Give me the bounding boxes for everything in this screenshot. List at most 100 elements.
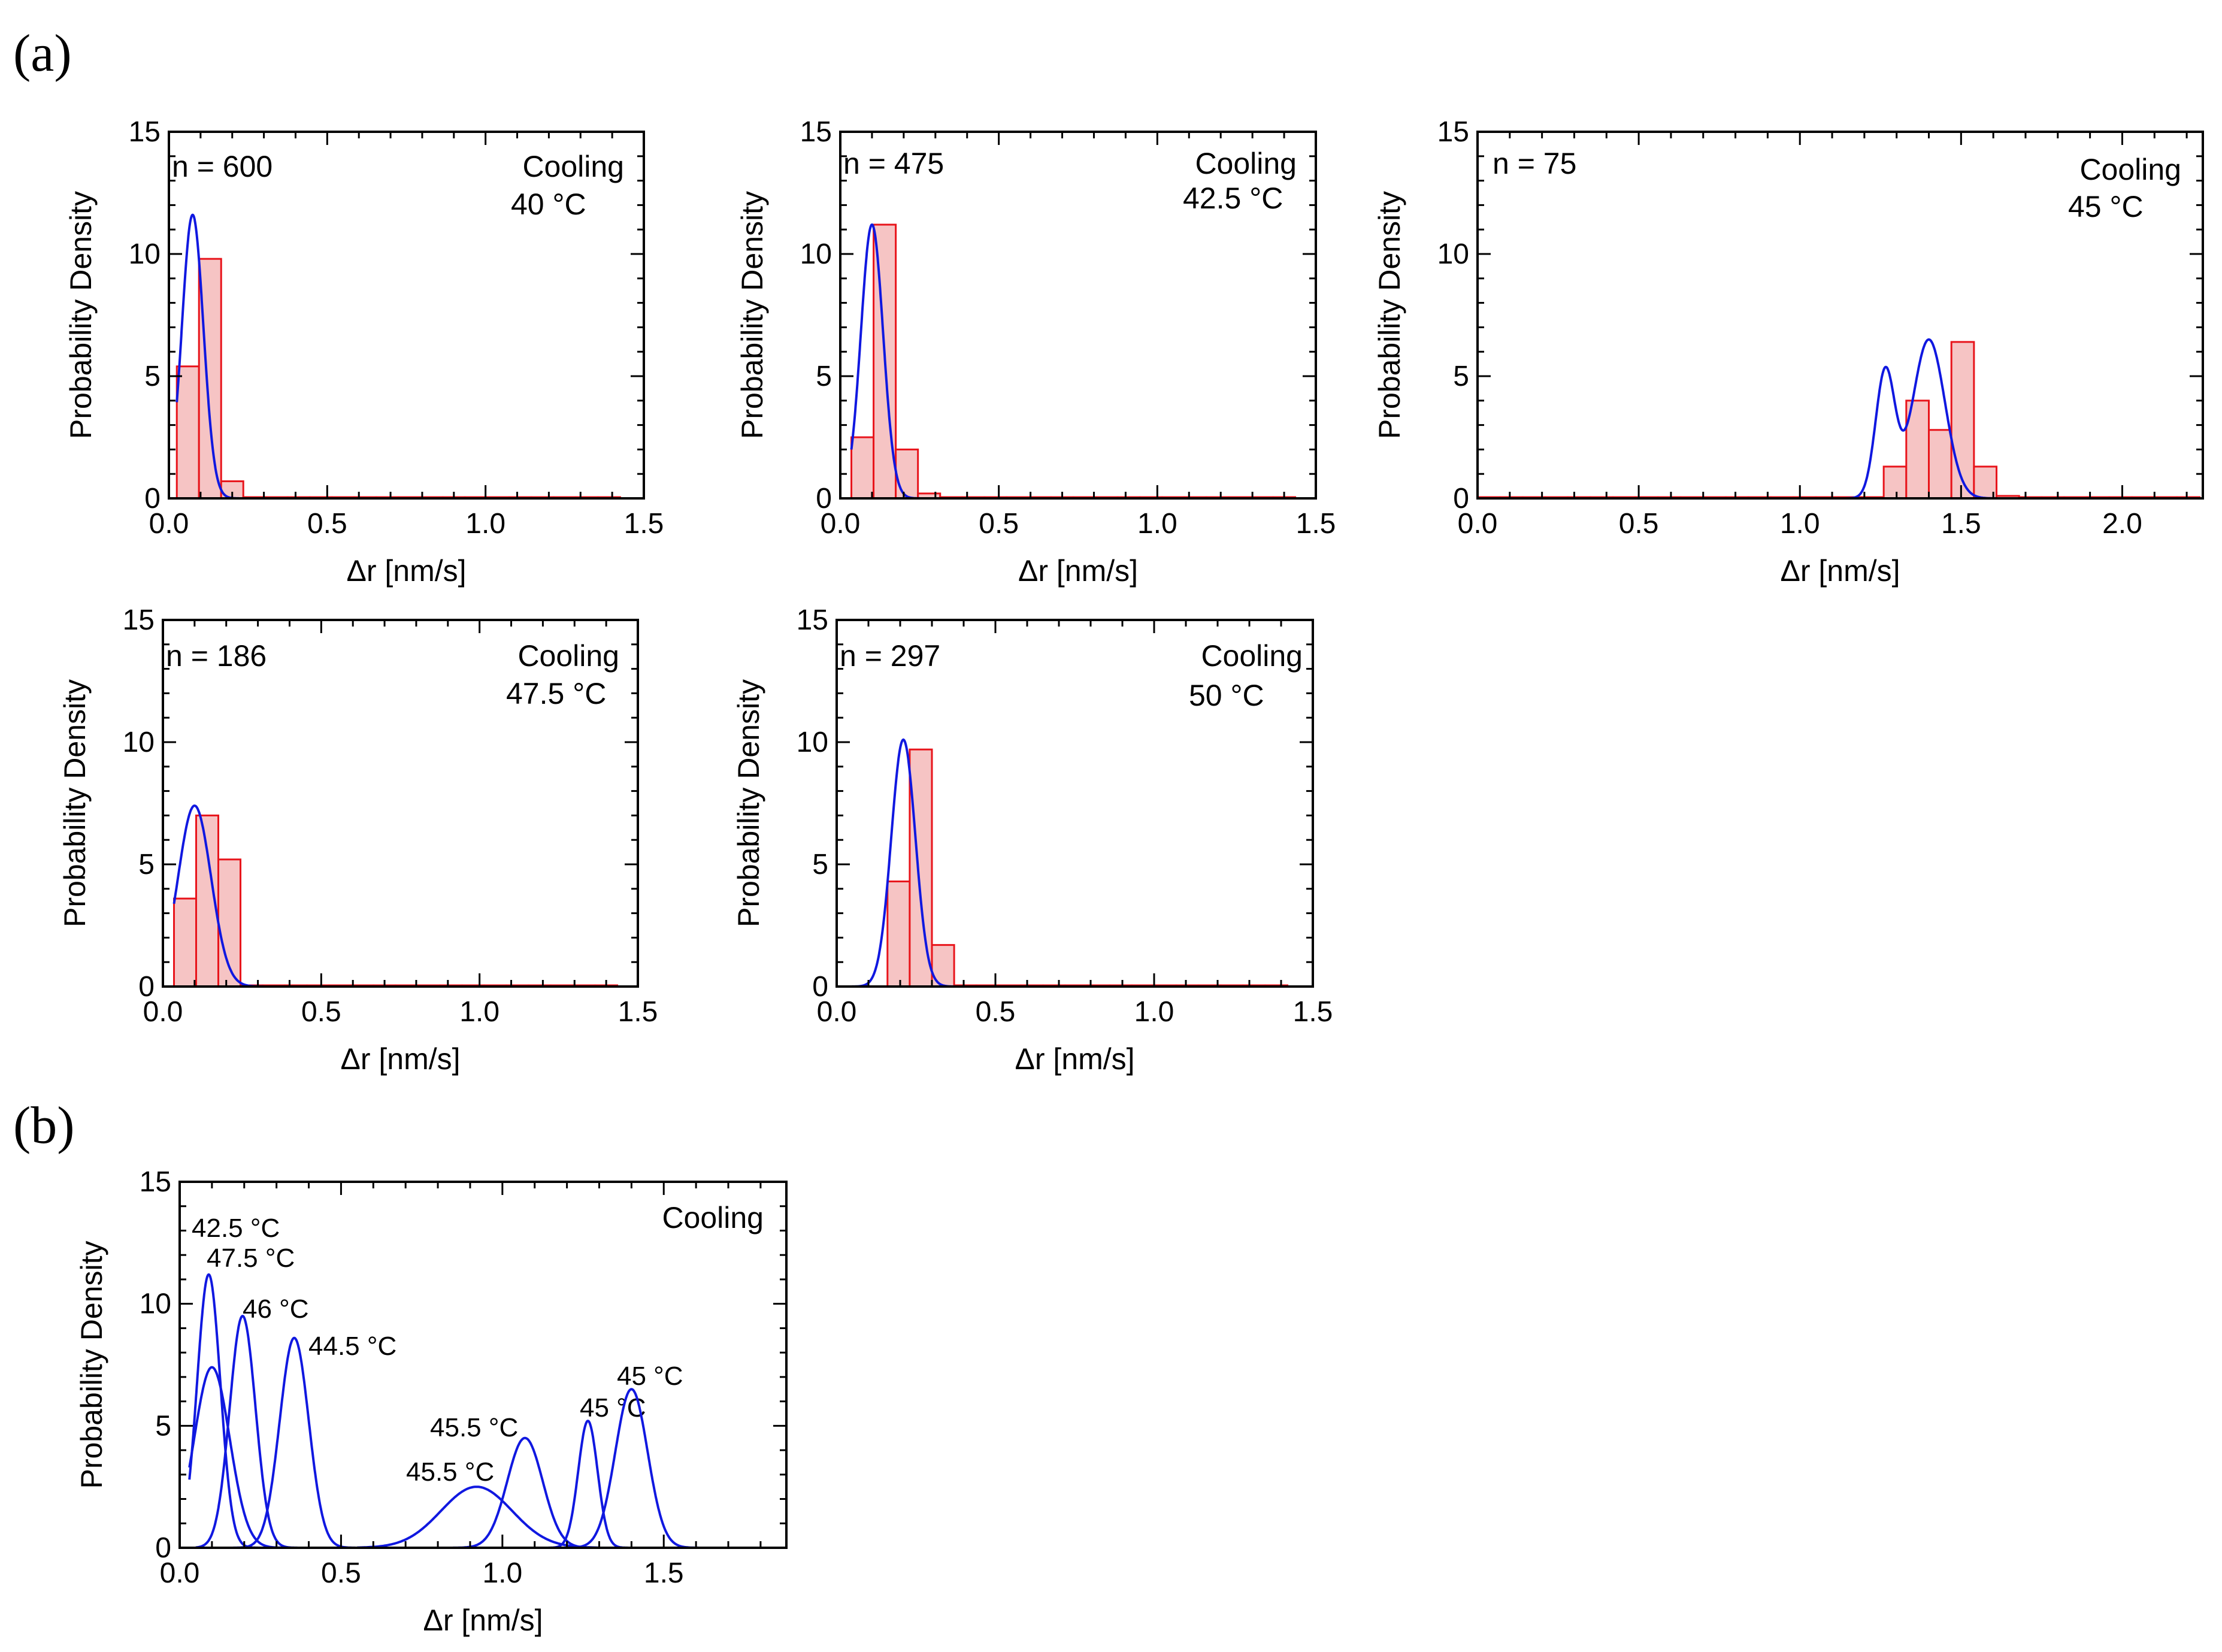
y-axis-label: Probability Density — [732, 679, 765, 927]
y-tick-label: 0 — [138, 971, 155, 1003]
sample-count-label: n = 75 — [1493, 147, 1576, 180]
histogram-bar — [909, 748, 933, 988]
y-axis-label: Probability Density — [1373, 191, 1406, 439]
series-curve — [534, 1420, 648, 1549]
y-tick-label: 0 — [812, 971, 828, 1003]
series-curve — [228, 1336, 361, 1549]
panel-b-label: (b) — [13, 1097, 75, 1155]
mode-label: Cooling — [1195, 147, 1297, 180]
y-tick-label: 0 — [144, 483, 161, 515]
chart-b: 42.5 °C47.5 °C 46 °C 44.5 °C 45.5 °C 45.5 °C… — [75, 1166, 788, 1637]
temperature-label: 45 °C — [2068, 190, 2144, 223]
series-label: 42.5 °C — [192, 1214, 280, 1243]
y-axis-label: Probability Density — [64, 191, 98, 439]
chart-a3: 0 5 10 15 0.0 0.5 1.0 1.5 2.0 Δr [nm/s] Probabilit… — [1373, 116, 2204, 588]
plot-frame — [168, 131, 645, 500]
x-tick-label: 1.5 — [624, 508, 664, 540]
temperature-label: 47.5 °C — [506, 677, 606, 710]
panel-a-label: (a) — [13, 25, 72, 83]
mode-label: Cooling — [1201, 639, 1303, 673]
histogram-bar — [850, 436, 875, 500]
y-tick-label: 10 — [800, 238, 832, 270]
x-tick-label: 0.0 — [143, 996, 183, 1028]
x-tick-label: 0.0 — [1458, 508, 1498, 540]
histogram-bar — [886, 881, 911, 988]
series-label: 45 °C — [617, 1361, 683, 1391]
y-tick-label: 15 — [800, 116, 832, 148]
sample-count-label: n = 475 — [843, 147, 944, 180]
x-tick-label: 1.5 — [1293, 996, 1333, 1028]
x-tick-label: 0.5 — [1619, 508, 1659, 540]
histogram-bar — [1882, 465, 1908, 500]
y-axis-label: Probability Density — [58, 679, 92, 927]
x-tick-label: 2.0 — [2102, 508, 2142, 540]
temperature-label: 50 °C — [1189, 679, 1264, 712]
series-label: 45.5 °C — [430, 1413, 518, 1442]
x-tick-label: 0.5 — [321, 1557, 361, 1589]
x-tick-label: 0.0 — [149, 508, 189, 540]
x-tick-label: 0.5 — [307, 508, 347, 540]
plot-frame — [162, 619, 639, 988]
x-axis-label: Δr [nm/s] — [1018, 554, 1138, 588]
plot-frame — [1476, 131, 2204, 500]
x-tick-label: 1.5 — [1296, 508, 1336, 540]
y-tick-label: 5 — [155, 1410, 171, 1442]
x-tick-label: 1.0 — [459, 996, 500, 1028]
x-tick-label: 1.5 — [1941, 508, 1981, 540]
plot-frame — [839, 131, 1317, 500]
y-tick-label: 15 — [797, 604, 828, 636]
temperature-label: 42.5 °C — [1183, 181, 1283, 215]
y-tick-label: 15 — [129, 116, 161, 148]
series-label: 45 °C — [580, 1393, 646, 1423]
y-tick-label: 10 — [140, 1288, 171, 1320]
y-tick-label: 5 — [816, 361, 832, 392]
y-tick-label: 15 — [123, 604, 155, 636]
histogram-bar — [175, 365, 200, 500]
y-tick-label: 5 — [138, 849, 155, 881]
x-axis-label: Δr [nm/s] — [1015, 1042, 1134, 1076]
y-tick-label: 10 — [1437, 238, 1469, 270]
x-axis-label: Δr [nm/s] — [340, 1042, 460, 1076]
plot-frame — [835, 619, 1314, 988]
series-label: 45.5 °C — [406, 1457, 494, 1487]
temperature-label: 40 °C — [511, 187, 586, 221]
x-tick-label: 1.0 — [1137, 508, 1177, 540]
x-tick-label: 0.0 — [160, 1557, 200, 1589]
series-label: 47.5 °C — [207, 1243, 295, 1273]
y-tick-label: 5 — [812, 849, 828, 881]
chart-a4: 0 5 10 15 0.0 0.5 1.0 1.5 Δr [nm/s] Probability D… — [58, 604, 658, 1076]
x-tick-label: 0.5 — [979, 508, 1019, 540]
series-label: 46 °C — [243, 1294, 309, 1324]
mode-label: Cooling — [662, 1201, 764, 1235]
y-tick-label: 0 — [1453, 483, 1469, 515]
x-tick-label: 1.0 — [482, 1557, 522, 1589]
y-tick-label: 15 — [1437, 116, 1469, 148]
chart-a1: 0 5 10 15 0.0 0.5 1.0 1.5 Δr [nm/s] Probability D… — [64, 116, 664, 588]
x-tick-label: 0.5 — [976, 996, 1016, 1028]
chart-a2: 0 5 10 15 0.0 0.5 1.0 1.5 Δr [nm/s] Probability D… — [735, 116, 1336, 588]
x-tick-label: 0.5 — [301, 996, 341, 1028]
series-label: 44.5 °C — [308, 1332, 396, 1361]
y-tick-label: 10 — [123, 727, 155, 758]
gaussian-fit-curve — [1832, 338, 2000, 500]
histogram-bar — [173, 897, 198, 988]
histogram-bar — [895, 448, 919, 500]
mode-label: Cooling — [2079, 153, 2181, 186]
y-axis-label: Probability Density — [75, 1240, 108, 1488]
x-axis-label: Δr [nm/s] — [423, 1603, 543, 1637]
plot-frame — [178, 1181, 788, 1549]
x-tick-label: 1.5 — [644, 1557, 684, 1589]
x-tick-label: 0.0 — [821, 508, 861, 540]
series-curve — [357, 1485, 600, 1549]
y-tick-label: 10 — [129, 238, 161, 270]
y-axis-label: Probability Density — [735, 191, 769, 439]
mode-label: Cooling — [522, 150, 624, 183]
x-tick-label: 1.5 — [618, 996, 658, 1028]
x-tick-label: 1.0 — [1780, 508, 1820, 540]
y-tick-label: 0 — [155, 1532, 171, 1564]
series-curve — [195, 1315, 309, 1549]
chart-a5: 0 5 10 15 0.0 0.5 1.0 1.5 Δr [nm/s] Probability D… — [732, 604, 1333, 1076]
y-tick-label: 0 — [816, 483, 832, 515]
series-curve — [188, 1366, 316, 1549]
